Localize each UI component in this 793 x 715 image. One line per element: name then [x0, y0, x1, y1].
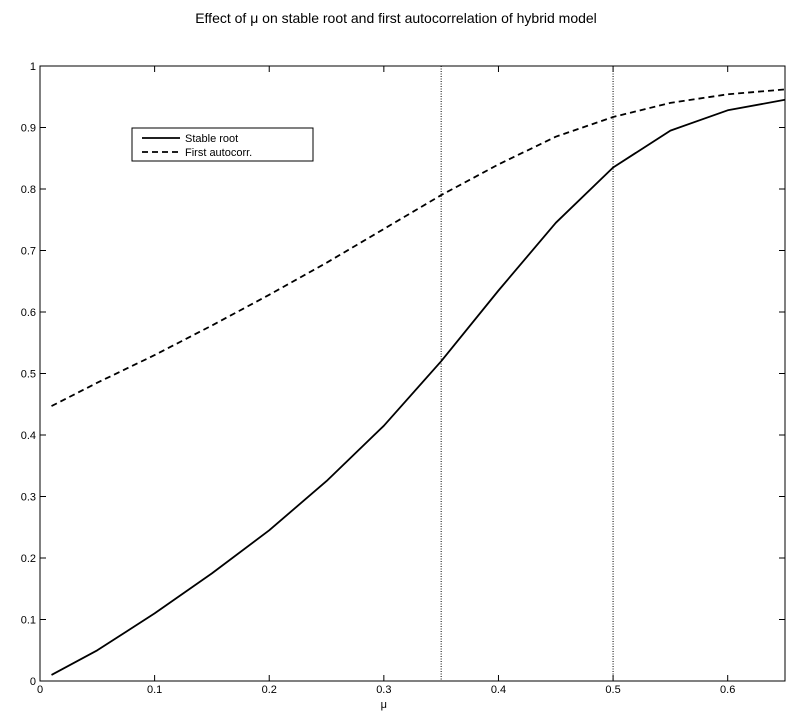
- legend: Stable root First autocorr.: [131, 127, 314, 162]
- x-tick-label: 0.5: [605, 684, 620, 696]
- x-tick-label: 0.4: [491, 684, 506, 696]
- x-axis-label: μ: [381, 699, 387, 711]
- y-tick-label: 0.9: [21, 123, 36, 135]
- y-tick-label: 0.4: [21, 430, 36, 442]
- x-tick-label: 0.2: [262, 684, 277, 696]
- series-line-stable-root: [51, 98, 786, 676]
- x-tick-label: 0.6: [720, 684, 735, 696]
- legend-box: [131, 127, 314, 162]
- plot-area: [51, 66, 786, 681]
- y-tick-label: 0.6: [21, 307, 36, 319]
- y-tick-label: 0.5: [21, 369, 36, 381]
- y-tick-label: 0.1: [21, 615, 36, 627]
- y-tick-label: 0.7: [21, 246, 36, 258]
- chart-title: Effect of μ on stable root and first aut…: [195, 10, 597, 26]
- y-tick-label: 1: [30, 61, 36, 73]
- axes: 0 0.1 0.2 0.3 0.4 0.5 0.6 0 0.1 0.2 0.3 0.4 0.5 0.6 0.…: [21, 61, 786, 696]
- y-tick-label: 0: [30, 676, 36, 688]
- x-tick-label: 0.1: [147, 684, 162, 696]
- legend-label-first-autocorr: First autocorr.: [185, 147, 252, 159]
- x-tick-label: 0.3: [376, 684, 391, 696]
- y-tick-label: 0.3: [21, 492, 36, 504]
- x-tick-label: 0: [37, 684, 43, 696]
- series-line-first-autocorr: [51, 88, 786, 407]
- y-tick-label: 0.8: [21, 184, 36, 196]
- y-tick-label: 0.2: [21, 553, 36, 565]
- legend-label-stable-root: Stable root: [185, 133, 238, 145]
